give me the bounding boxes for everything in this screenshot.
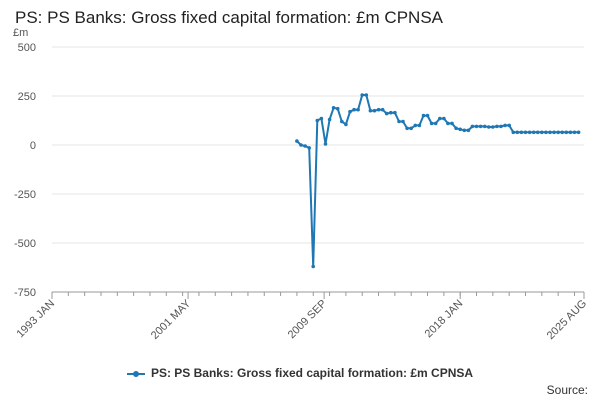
y-tick-label: 0 xyxy=(30,140,36,152)
data-point[interactable] xyxy=(405,126,409,131)
data-point[interactable] xyxy=(560,130,564,135)
data-point[interactable] xyxy=(474,124,479,129)
data-point[interactable] xyxy=(380,107,385,112)
y-tick-label: 250 xyxy=(18,91,36,103)
data-point[interactable] xyxy=(454,126,458,131)
x-tick-label: 2001 MAY xyxy=(149,297,194,342)
data-point[interactable] xyxy=(482,124,487,129)
series-group xyxy=(295,93,581,269)
data-point[interactable] xyxy=(311,264,316,269)
data-point[interactable] xyxy=(556,130,560,135)
data-point[interactable] xyxy=(393,110,397,115)
data-point[interactable] xyxy=(519,130,524,135)
gridlines xyxy=(52,46,584,293)
data-point[interactable] xyxy=(413,123,418,128)
data-point[interactable] xyxy=(487,125,491,129)
data-point[interactable] xyxy=(568,130,573,135)
data-point[interactable] xyxy=(429,121,434,126)
data-point[interactable] xyxy=(576,130,581,135)
data-point[interactable] xyxy=(409,126,414,131)
x-axis: 1993 JAN 2001 MAY 2009 SEP 2018 JAN 2025 AUG xyxy=(14,291,589,342)
data-point[interactable] xyxy=(466,128,471,133)
data-point[interactable] xyxy=(478,124,483,129)
data-point[interactable] xyxy=(364,93,369,97)
y-axis-ticks: 500 250 0 -250 -500 -750 xyxy=(14,42,36,299)
data-point[interactable] xyxy=(356,107,360,112)
data-point[interactable] xyxy=(552,130,556,135)
legend-label: PS: PS Banks: Gross fixed capital format… xyxy=(150,366,474,380)
data-point[interactable] xyxy=(470,124,475,129)
data-point[interactable] xyxy=(495,124,499,129)
data-point[interactable] xyxy=(315,118,320,123)
data-point[interactable] xyxy=(323,142,328,146)
data-point[interactable] xyxy=(503,123,507,128)
data-point[interactable] xyxy=(540,130,544,135)
data-point[interactable] xyxy=(344,122,348,127)
data-point[interactable] xyxy=(527,130,532,135)
data-point[interactable] xyxy=(389,110,393,115)
data-point[interactable] xyxy=(462,128,467,133)
source-label: Source: xyxy=(546,383,588,397)
data-point[interactable] xyxy=(572,130,577,135)
data-point[interactable] xyxy=(531,130,536,135)
data-point[interactable] xyxy=(335,106,340,111)
x-tick-label: 1993 JAN xyxy=(14,298,57,341)
data-point[interactable] xyxy=(376,107,381,112)
data-point[interactable] xyxy=(319,116,324,121)
data-point[interactable] xyxy=(544,130,548,135)
legend-marker-icon xyxy=(126,370,145,377)
y-axis-unit-label: £m xyxy=(13,27,29,39)
data-point[interactable] xyxy=(421,113,426,118)
data-point[interactable] xyxy=(458,127,463,132)
data-point[interactable] xyxy=(331,106,336,110)
data-point[interactable] xyxy=(564,130,569,135)
data-point[interactable] xyxy=(535,130,540,135)
data-point[interactable] xyxy=(548,130,552,135)
data-point[interactable] xyxy=(327,117,332,122)
data-point[interactable] xyxy=(360,93,365,97)
data-point[interactable] xyxy=(450,121,454,126)
series-line xyxy=(296,94,579,268)
data-point[interactable] xyxy=(340,119,344,124)
data-point[interactable] xyxy=(433,121,438,126)
data-point[interactable] xyxy=(446,121,450,126)
data-point[interactable] xyxy=(425,113,430,118)
legend[interactable]: PS: PS Banks: Gross fixed capital format… xyxy=(0,366,600,380)
y-tick-label: -750 xyxy=(14,287,36,299)
data-point[interactable] xyxy=(352,107,356,112)
data-point[interactable] xyxy=(397,119,401,124)
data-point[interactable] xyxy=(491,125,495,129)
data-point[interactable] xyxy=(499,124,503,129)
x-tick-label: 2025 AUG xyxy=(545,298,589,342)
data-point[interactable] xyxy=(307,146,312,150)
data-point[interactable] xyxy=(401,119,405,124)
data-point[interactable] xyxy=(442,116,446,121)
chart-title: PS: PS Banks: Gross fixed capital format… xyxy=(15,8,443,27)
data-point[interactable] xyxy=(348,109,352,114)
y-tick-label: -500 xyxy=(14,238,36,250)
data-point[interactable] xyxy=(368,108,373,113)
data-point[interactable] xyxy=(303,144,307,148)
y-tick-label: -250 xyxy=(14,189,36,201)
data-point[interactable] xyxy=(295,139,299,143)
x-tick-label: 2009 SEP xyxy=(286,298,330,342)
data-point[interactable] xyxy=(299,143,303,147)
data-point[interactable] xyxy=(372,108,377,113)
data-point[interactable] xyxy=(384,111,389,116)
data-point[interactable] xyxy=(417,123,422,128)
data-point[interactable] xyxy=(511,130,516,135)
y-tick-label: 500 xyxy=(18,42,36,54)
data-point[interactable] xyxy=(515,130,520,135)
x-tick-label: 2018 JAN xyxy=(423,298,466,341)
data-point[interactable] xyxy=(507,123,512,128)
data-point[interactable] xyxy=(523,130,528,135)
data-point[interactable] xyxy=(438,116,442,121)
